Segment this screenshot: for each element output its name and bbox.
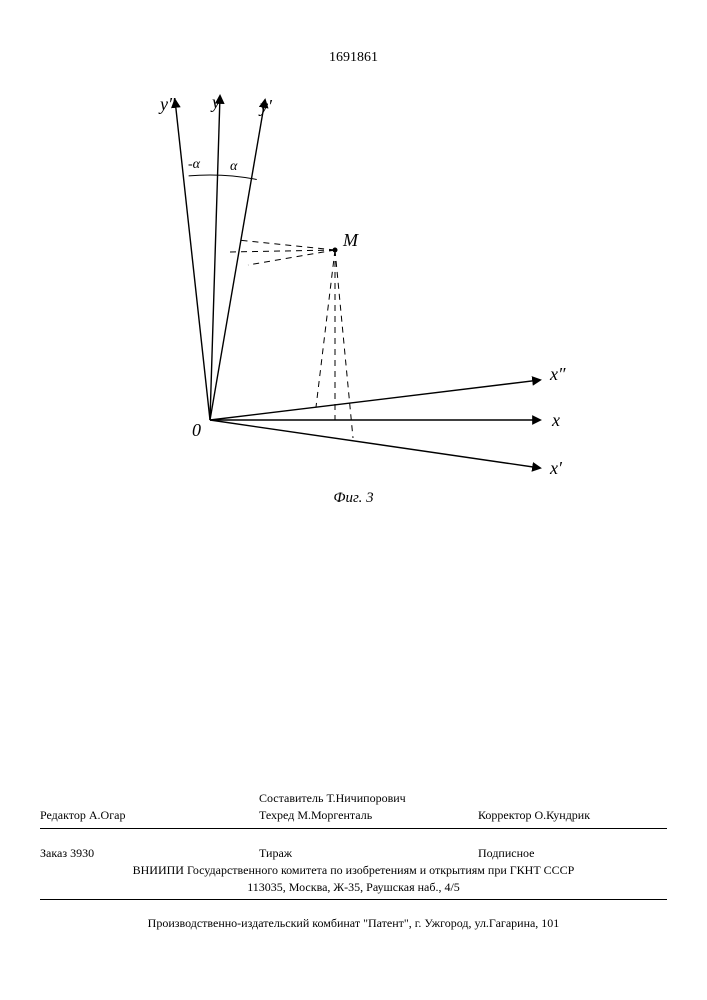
techred-label: Техред (259, 808, 294, 822)
axis-x_double_prime (210, 380, 540, 420)
axis-label-x_double_prime: x″ (549, 364, 566, 384)
org-line1: ВНИИПИ Государственного комитета по изоб… (40, 862, 667, 879)
axis-label-y: y (210, 92, 220, 112)
order-block: Заказ 3930 Тираж Подписное ВНИИПИ Госуда… (40, 845, 667, 904)
divider (40, 828, 667, 829)
patent-number: 1691861 (0, 50, 707, 66)
org-line2: 113035, Москва, Ж-35, Раушская наб., 4/5 (40, 879, 667, 896)
page: 1691861 y″ y y′ x″ x x′ 0 -α α M Фиг. 3 Составите… (0, 0, 707, 1000)
axis-label-y_prime: y′ (258, 96, 273, 116)
origin-label: 0 (192, 420, 201, 440)
projection-2 (248, 250, 335, 265)
projection-0 (238, 240, 335, 250)
compiler-label: Составитель (259, 791, 323, 805)
editor-name: А.Огар (89, 808, 126, 822)
axis-label-x_prime: x′ (549, 458, 563, 478)
projection-5 (335, 250, 353, 438)
print-run-label: Тираж (259, 846, 292, 860)
projection-1 (230, 250, 335, 252)
projection-3 (316, 250, 335, 407)
axis-label-y_double_prime: y″ (158, 94, 176, 114)
axis-y_double_prime (175, 100, 210, 420)
compiler-name: Т.Ничипорович (326, 791, 405, 805)
coordinate-diagram: y″ y y′ x″ x x′ 0 -α α M (120, 90, 580, 510)
angle-label-1: α (230, 159, 238, 174)
subscription-label: Подписное (478, 846, 535, 860)
point-m-label: M (342, 230, 359, 250)
publisher-block: Производственно-издательский комбинат "П… (40, 915, 667, 932)
axis-x_prime (210, 420, 540, 468)
axis-label-x: x (551, 410, 560, 430)
divider (40, 899, 667, 900)
figure-caption: Фиг. 3 (0, 490, 707, 507)
order-label: Заказ (40, 846, 67, 860)
order-number: 3930 (70, 846, 94, 860)
corrector-label: Корректор (478, 808, 532, 822)
angle-arc (189, 175, 257, 180)
editor-label: Редактор (40, 808, 86, 822)
techred-name: М.Моргенталь (297, 808, 372, 822)
credits-block: Составитель Т.Ничипорович Редактор А.Ога… (40, 790, 667, 833)
publisher-line: Производственно-издательский комбинат "П… (40, 915, 667, 932)
corrector-name: О.Кундрик (535, 808, 591, 822)
angle-label-0: -α (188, 157, 201, 172)
